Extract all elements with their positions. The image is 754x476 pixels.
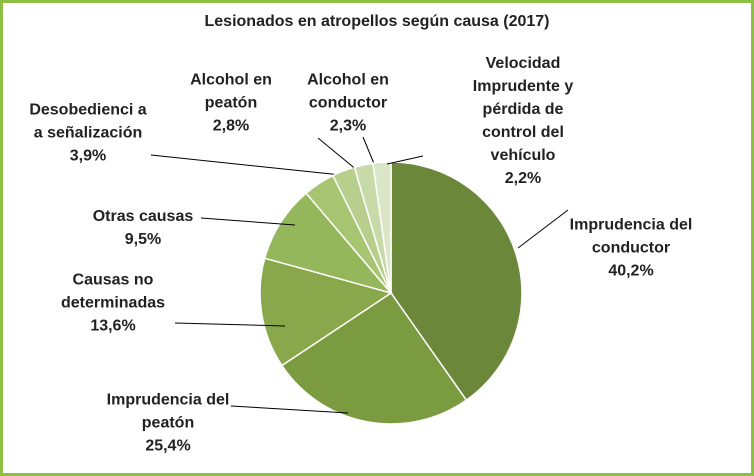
pie-slice <box>280 291 468 425</box>
value-label: 2,3% <box>329 117 367 135</box>
leader-line <box>230 405 349 414</box>
pie-slice <box>259 257 393 367</box>
leader-line <box>174 322 286 327</box>
category-label: Velocidad Imprudente y pérdida de contro… <box>472 55 574 164</box>
pie-slice <box>263 192 394 295</box>
chart-title: Lesionados en atropellos según causa (20… <box>204 13 550 30</box>
value-label: 13,6% <box>90 317 136 335</box>
category-label: Desobedienci a a señalización <box>29 101 147 142</box>
value-label: 9,5% <box>124 231 162 248</box>
leader-line <box>386 155 424 165</box>
value-label: 3,9% <box>69 147 107 165</box>
category-label: Imprudencia del peatón <box>106 391 230 432</box>
leader-line <box>517 209 569 249</box>
category-label: Alcohol en peatón <box>190 71 272 112</box>
slice-label: Alcohol en peatón 2,8% <box>176 69 286 138</box>
slice-label: Velocidad Imprudente y pérdida de contro… <box>458 52 588 190</box>
category-label: Imprudencia del conductor <box>569 216 693 257</box>
slice-label: Alcohol en conductor 2,3% <box>293 69 403 138</box>
pie-slice <box>390 161 523 402</box>
category-label: Otras causas <box>92 208 194 225</box>
category-label: Causas no determinadas <box>60 271 166 312</box>
pie-area <box>150 136 569 425</box>
pie-slice <box>372 161 392 294</box>
value-label: 2,8% <box>212 117 250 135</box>
leader-line <box>362 136 376 167</box>
category-label: Alcohol en conductor <box>307 71 389 112</box>
value-label: 2,2% <box>504 170 542 187</box>
slice-label: Causas no determinadas 13,6% <box>43 269 183 338</box>
slice-label: Otras causas 9,5% <box>68 205 218 251</box>
slice-label: Desobedienci a a señalización 3,9% <box>27 99 149 168</box>
leader-line <box>150 154 342 176</box>
leader-line <box>317 137 359 172</box>
slice-label: Imprudencia del conductor 40,2% <box>566 214 696 283</box>
slice-label: Imprudencia del peatón 25,4% <box>103 389 233 458</box>
leader-line <box>200 217 296 226</box>
value-label: 40,2% <box>608 262 654 280</box>
value-label: 25,4% <box>145 437 191 455</box>
